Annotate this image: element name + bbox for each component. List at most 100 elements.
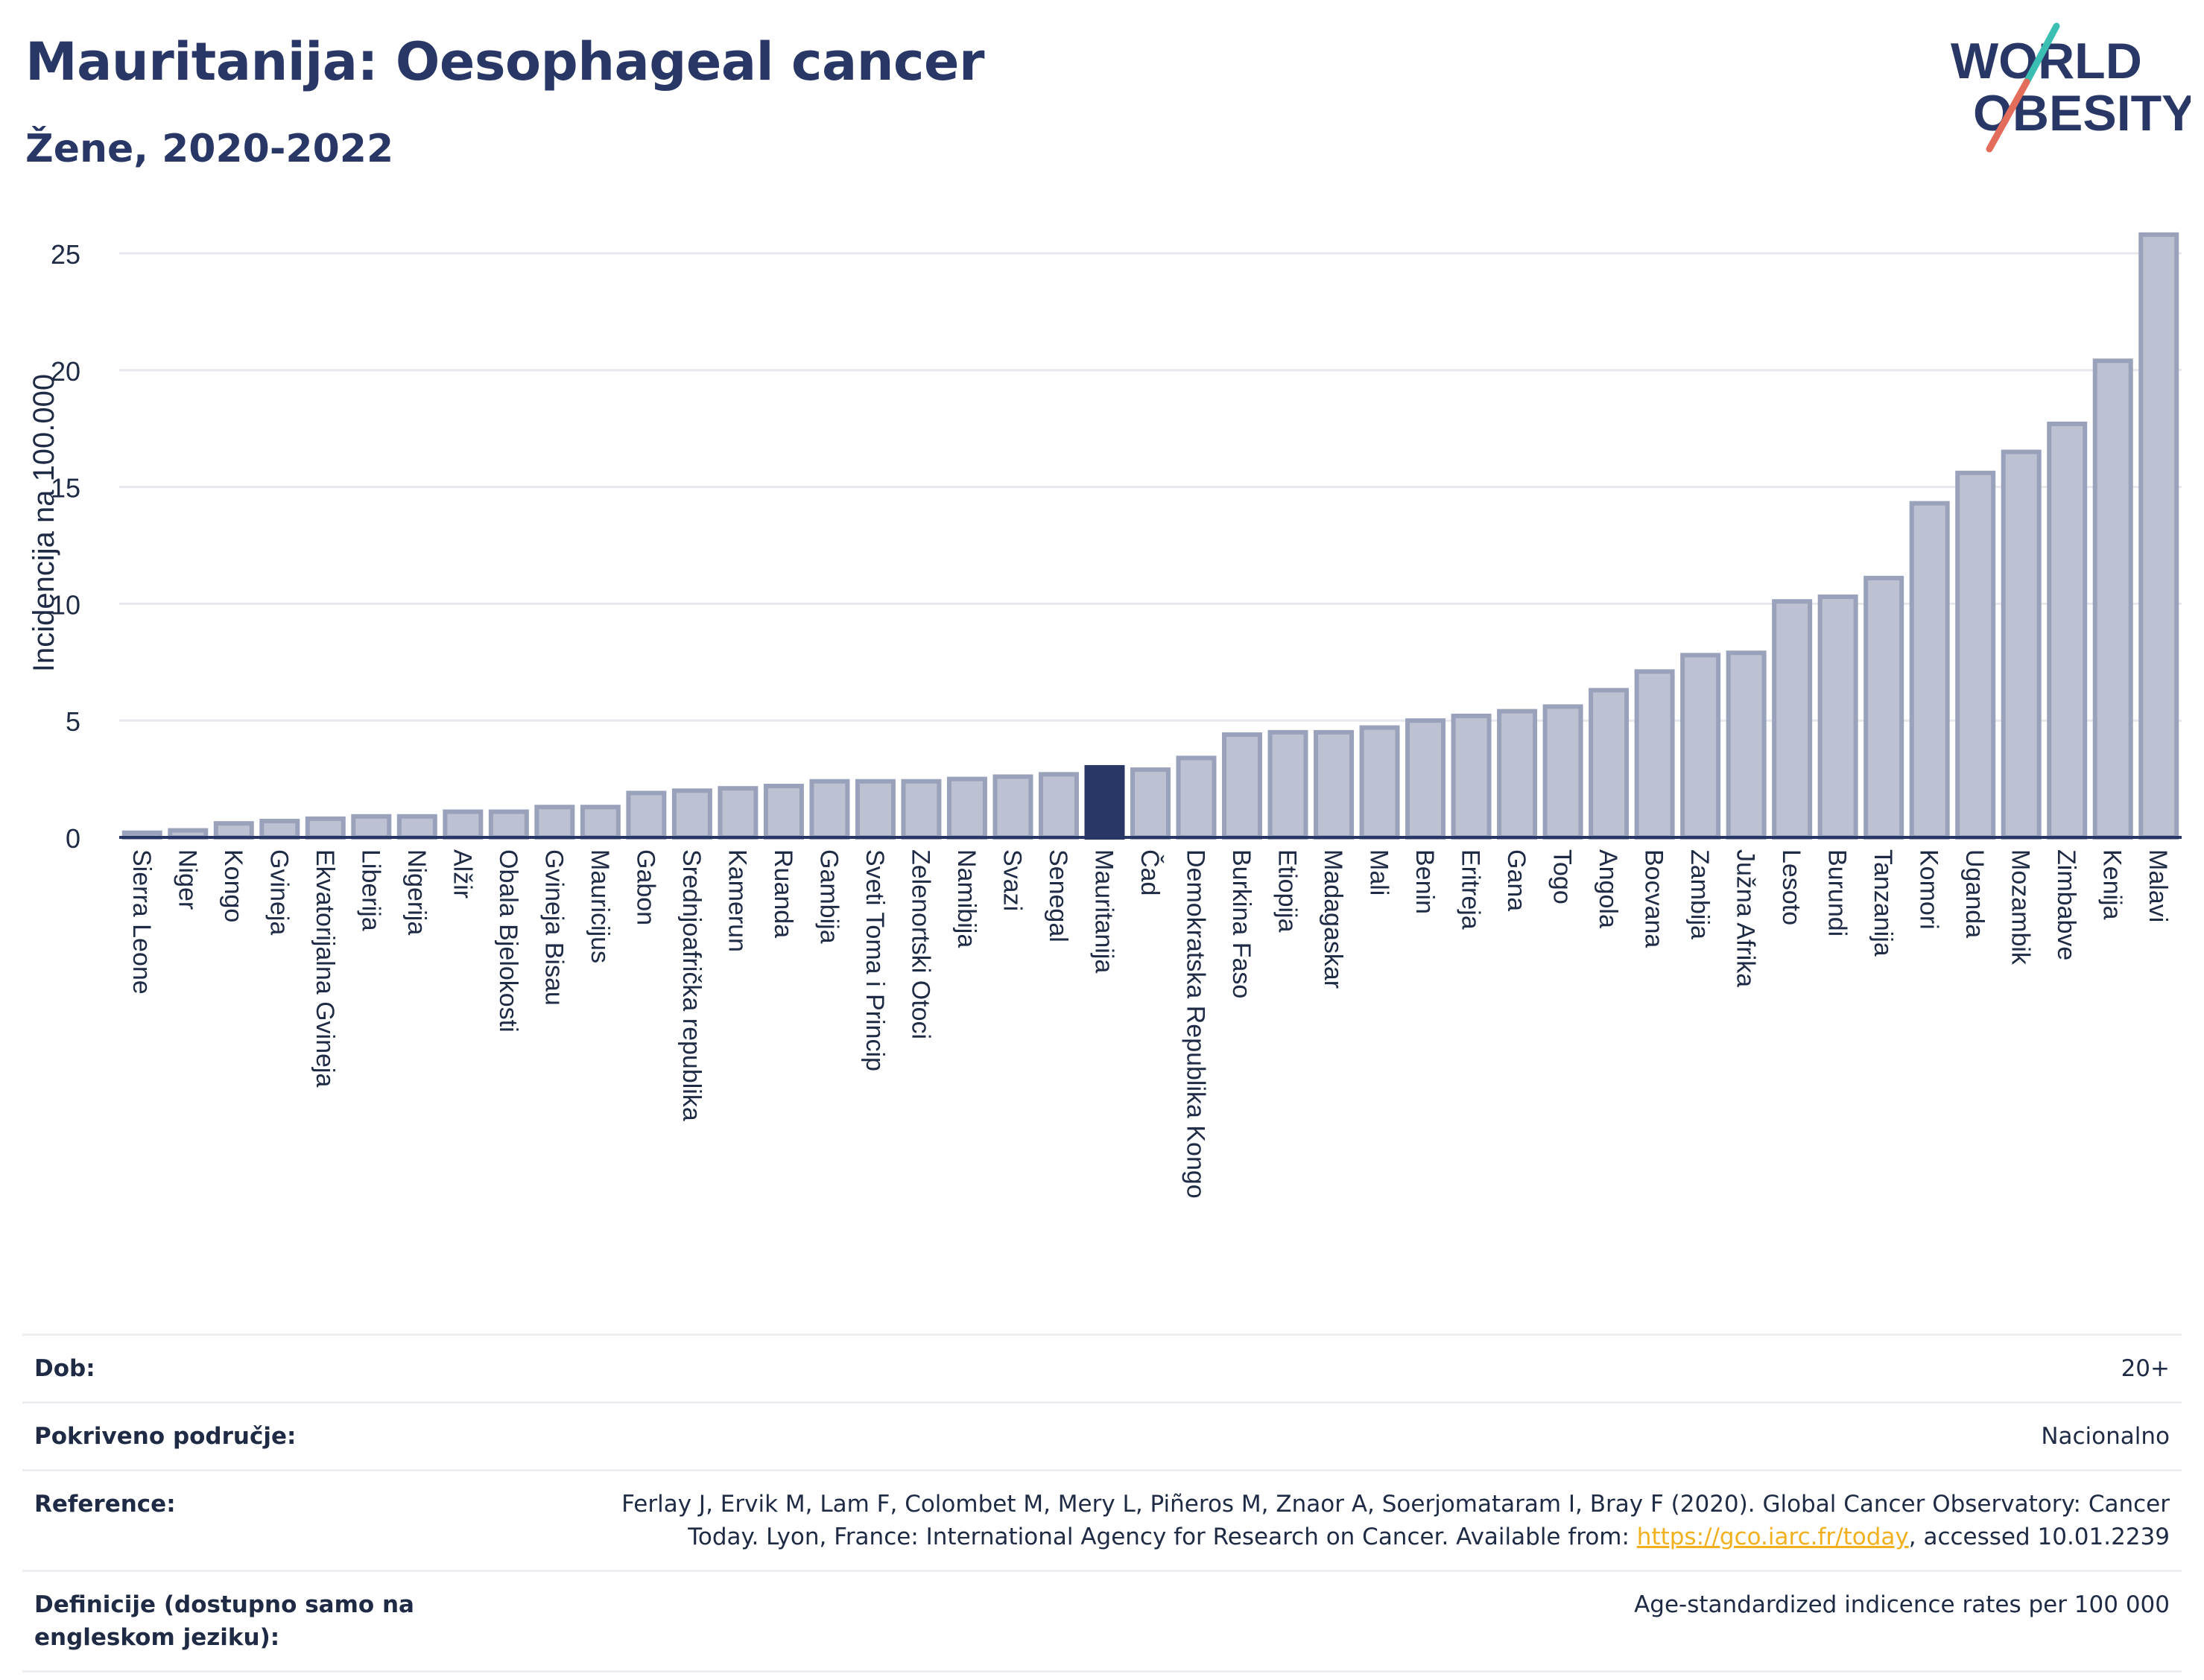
x-tick-label: Eritreja bbox=[1457, 849, 1485, 930]
meta-value: 20+ bbox=[2121, 1355, 2170, 1382]
meta-row-definitions: Definicije (dostupno samo na engleskom j… bbox=[22, 1570, 2182, 1673]
x-tick-label: Ruanda bbox=[769, 849, 797, 938]
bar bbox=[1267, 729, 1308, 840]
x-tick-label: Gambija bbox=[814, 849, 843, 944]
bar bbox=[901, 779, 942, 840]
bar bbox=[1634, 669, 1675, 840]
y-axis-label: Incidencija na 100.000 bbox=[28, 374, 60, 672]
reference-accessed: , accessed 10.01.2239 bbox=[1908, 1524, 2170, 1550]
x-tick-label: Kenija bbox=[2098, 849, 2127, 920]
x-tick-label: Bocvana bbox=[1640, 849, 1668, 948]
bar bbox=[718, 786, 759, 840]
bar bbox=[1772, 599, 1813, 840]
y-tick-label: 5 bbox=[66, 706, 80, 737]
y-tick-label: 0 bbox=[66, 823, 80, 854]
bar bbox=[1405, 718, 1446, 840]
bar bbox=[809, 779, 850, 840]
axes: 0 5 10 15 20 25 Sierra Leone Niger Kongo Gvineja E… bbox=[51, 239, 2182, 1199]
x-tick-label: Sveti Toma i Princip bbox=[861, 849, 889, 1071]
logo-slash-teal bbox=[2023, 22, 2060, 86]
bar bbox=[2001, 449, 2042, 840]
logo-slash-coral bbox=[1986, 78, 2030, 153]
bar bbox=[992, 774, 1033, 840]
bar bbox=[1589, 688, 1630, 840]
x-tick-label: Burundi bbox=[1823, 849, 1852, 936]
meta-label: Dob: bbox=[34, 1355, 95, 1382]
x-tick-label: Mauricijus bbox=[586, 849, 614, 963]
bar bbox=[1542, 704, 1583, 840]
x-tick-label: Mauritanija bbox=[1089, 849, 1118, 973]
x-tick-label: Namibija bbox=[952, 849, 981, 948]
bars bbox=[121, 232, 2179, 840]
meta-value: Ferlay J, Ervik M, Lam F, Colombet M, Me… bbox=[568, 1488, 2170, 1553]
bar bbox=[946, 776, 987, 840]
x-tick-label: Gana bbox=[1502, 849, 1530, 911]
meta-label: Definicije (dostupno samo na engleskom j… bbox=[34, 1591, 414, 1651]
bar bbox=[763, 784, 804, 840]
meta-label: Reference: bbox=[34, 1491, 176, 1518]
bar bbox=[1451, 713, 1492, 840]
y-tick-label: 15 bbox=[51, 473, 80, 504]
bar bbox=[351, 814, 392, 840]
x-tick-label: Mozambik bbox=[2007, 849, 2035, 966]
x-tick-label: Benin bbox=[1410, 849, 1439, 914]
x-tick-label: Gvineja Bisau bbox=[539, 849, 568, 1006]
x-tick-label: Senegal bbox=[1044, 849, 1072, 942]
x-tick-label: Svazi bbox=[998, 849, 1026, 911]
bar bbox=[1863, 575, 1904, 840]
x-tick-label: Lesoto bbox=[1777, 849, 1805, 925]
bar bbox=[488, 809, 529, 840]
chart-title: Mauritanija: Oesophageal cancer bbox=[25, 31, 985, 92]
metadata-table: Dob: 20+ Pokriveno područje: Nacionalno … bbox=[22, 1334, 2182, 1673]
bar bbox=[1038, 772, 1079, 840]
x-tick-label: Etiopija bbox=[1273, 849, 1302, 933]
x-tick-label: Tanzanija bbox=[1869, 849, 1897, 957]
bar bbox=[671, 788, 712, 840]
bar bbox=[1084, 764, 1125, 840]
bar bbox=[259, 819, 300, 840]
x-tick-label: Liberija bbox=[356, 849, 384, 931]
x-tick-label: Kongo bbox=[219, 849, 247, 922]
x-tick-label: Sierra Leone bbox=[127, 849, 156, 995]
x-tick-label: Komori bbox=[1915, 849, 1943, 930]
meta-label: Pokriveno područje: bbox=[34, 1423, 297, 1450]
x-tick-label: Južna Afrika bbox=[1732, 849, 1760, 987]
meta-row-coverage: Pokriveno područje: Nacionalno bbox=[22, 1401, 2182, 1469]
x-tick-label: Mali bbox=[1365, 849, 1393, 896]
bar-chart: 0 5 10 15 20 25 Sierra Leone Niger Kongo Gvineja E… bbox=[28, 232, 2182, 1199]
x-tick-label: Kamerun bbox=[723, 849, 751, 952]
bar bbox=[2138, 232, 2179, 840]
bar bbox=[213, 821, 254, 840]
x-tick-label: Togo bbox=[1548, 849, 1577, 904]
x-tick-label: Uganda bbox=[1960, 849, 1989, 938]
reference-link[interactable]: https://gco.iarc.fr/today bbox=[1636, 1524, 1909, 1550]
x-tick-label: Gabon bbox=[631, 849, 659, 925]
x-tick-label: Čad bbox=[1136, 849, 1164, 896]
bar bbox=[580, 805, 621, 840]
meta-value: Nacionalno bbox=[2041, 1423, 2170, 1450]
x-tick-label: Alžir bbox=[448, 849, 476, 898]
x-tick-label: Malavi bbox=[2144, 849, 2172, 922]
x-tick-label: Niger bbox=[173, 849, 201, 910]
bar bbox=[855, 779, 896, 840]
y-tick-label: 25 bbox=[51, 239, 80, 270]
bar bbox=[1130, 767, 1171, 840]
x-tick-label: Ekvatorijalna Gvineja bbox=[311, 849, 339, 1087]
x-tick-label: Madagaskar bbox=[1319, 849, 1347, 989]
bar bbox=[1680, 653, 1721, 840]
bar bbox=[1726, 650, 1767, 840]
x-tick-label: Srednjoafrička republika bbox=[677, 849, 706, 1121]
bar bbox=[1314, 729, 1355, 840]
x-tick-label: Obala Bjelokosti bbox=[494, 849, 522, 1033]
bar bbox=[1222, 732, 1263, 840]
x-tick-label: Nigerija bbox=[402, 849, 431, 935]
x-tick-label: Zambija bbox=[1685, 849, 1714, 939]
chart-subtitle: Žene, 2020-2022 bbox=[25, 127, 394, 171]
bar bbox=[1817, 594, 1858, 840]
bar bbox=[396, 814, 437, 840]
reference-text: Ferlay J, Ervik M, Lam F, Colombet M, Me… bbox=[621, 1491, 2170, 1550]
x-tick-label: Demokratska Republika Kongo bbox=[1182, 849, 1210, 1199]
world-obesity-logo: WORLD OBESITY bbox=[1951, 22, 2191, 153]
x-tick-label: Angola bbox=[1594, 849, 1622, 928]
meta-value: Age-standardized indicence rates per 100… bbox=[1634, 1591, 2170, 1618]
